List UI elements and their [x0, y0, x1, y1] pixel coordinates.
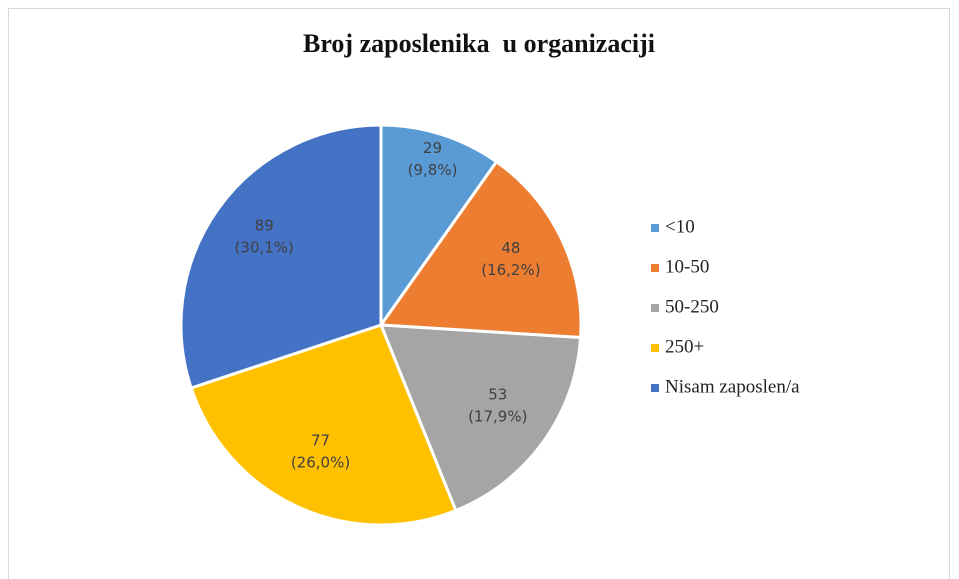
slice-value-label: 77 — [311, 432, 330, 450]
pie-slice — [189, 323, 458, 527]
legend-label: <10 — [665, 216, 695, 237]
legend-label: Nisam zaposlen/a — [665, 376, 800, 397]
pie-slice — [378, 323, 583, 513]
slice-percent-label: (9,8%) — [408, 161, 458, 179]
legend-label: 50-250 — [665, 296, 719, 317]
slice-percent-label: (26,0%) — [291, 454, 350, 472]
slice-percent-label: (30,1%) — [235, 239, 294, 257]
slice-value-label: 48 — [501, 239, 520, 257]
slice-percent-label: (16,2%) — [481, 261, 540, 279]
slice-value-label: 89 — [255, 217, 274, 235]
pie-slice — [179, 123, 383, 390]
legend-swatch — [651, 304, 659, 312]
legend-label: 250+ — [665, 336, 704, 357]
pie-slice — [379, 123, 499, 330]
legend-swatch — [651, 344, 659, 352]
slice-value-label: 53 — [488, 385, 507, 403]
legend-swatch — [651, 224, 659, 232]
legend-label: 10-50 — [665, 256, 709, 277]
legend-swatch — [651, 384, 659, 392]
slice-value-label: 29 — [423, 139, 442, 157]
chart-title: Broj zaposlenika u organizaciji — [303, 29, 655, 58]
slice-percent-label: (17,9%) — [468, 407, 527, 425]
pie-slice — [378, 159, 583, 340]
legend-swatch — [651, 264, 659, 272]
